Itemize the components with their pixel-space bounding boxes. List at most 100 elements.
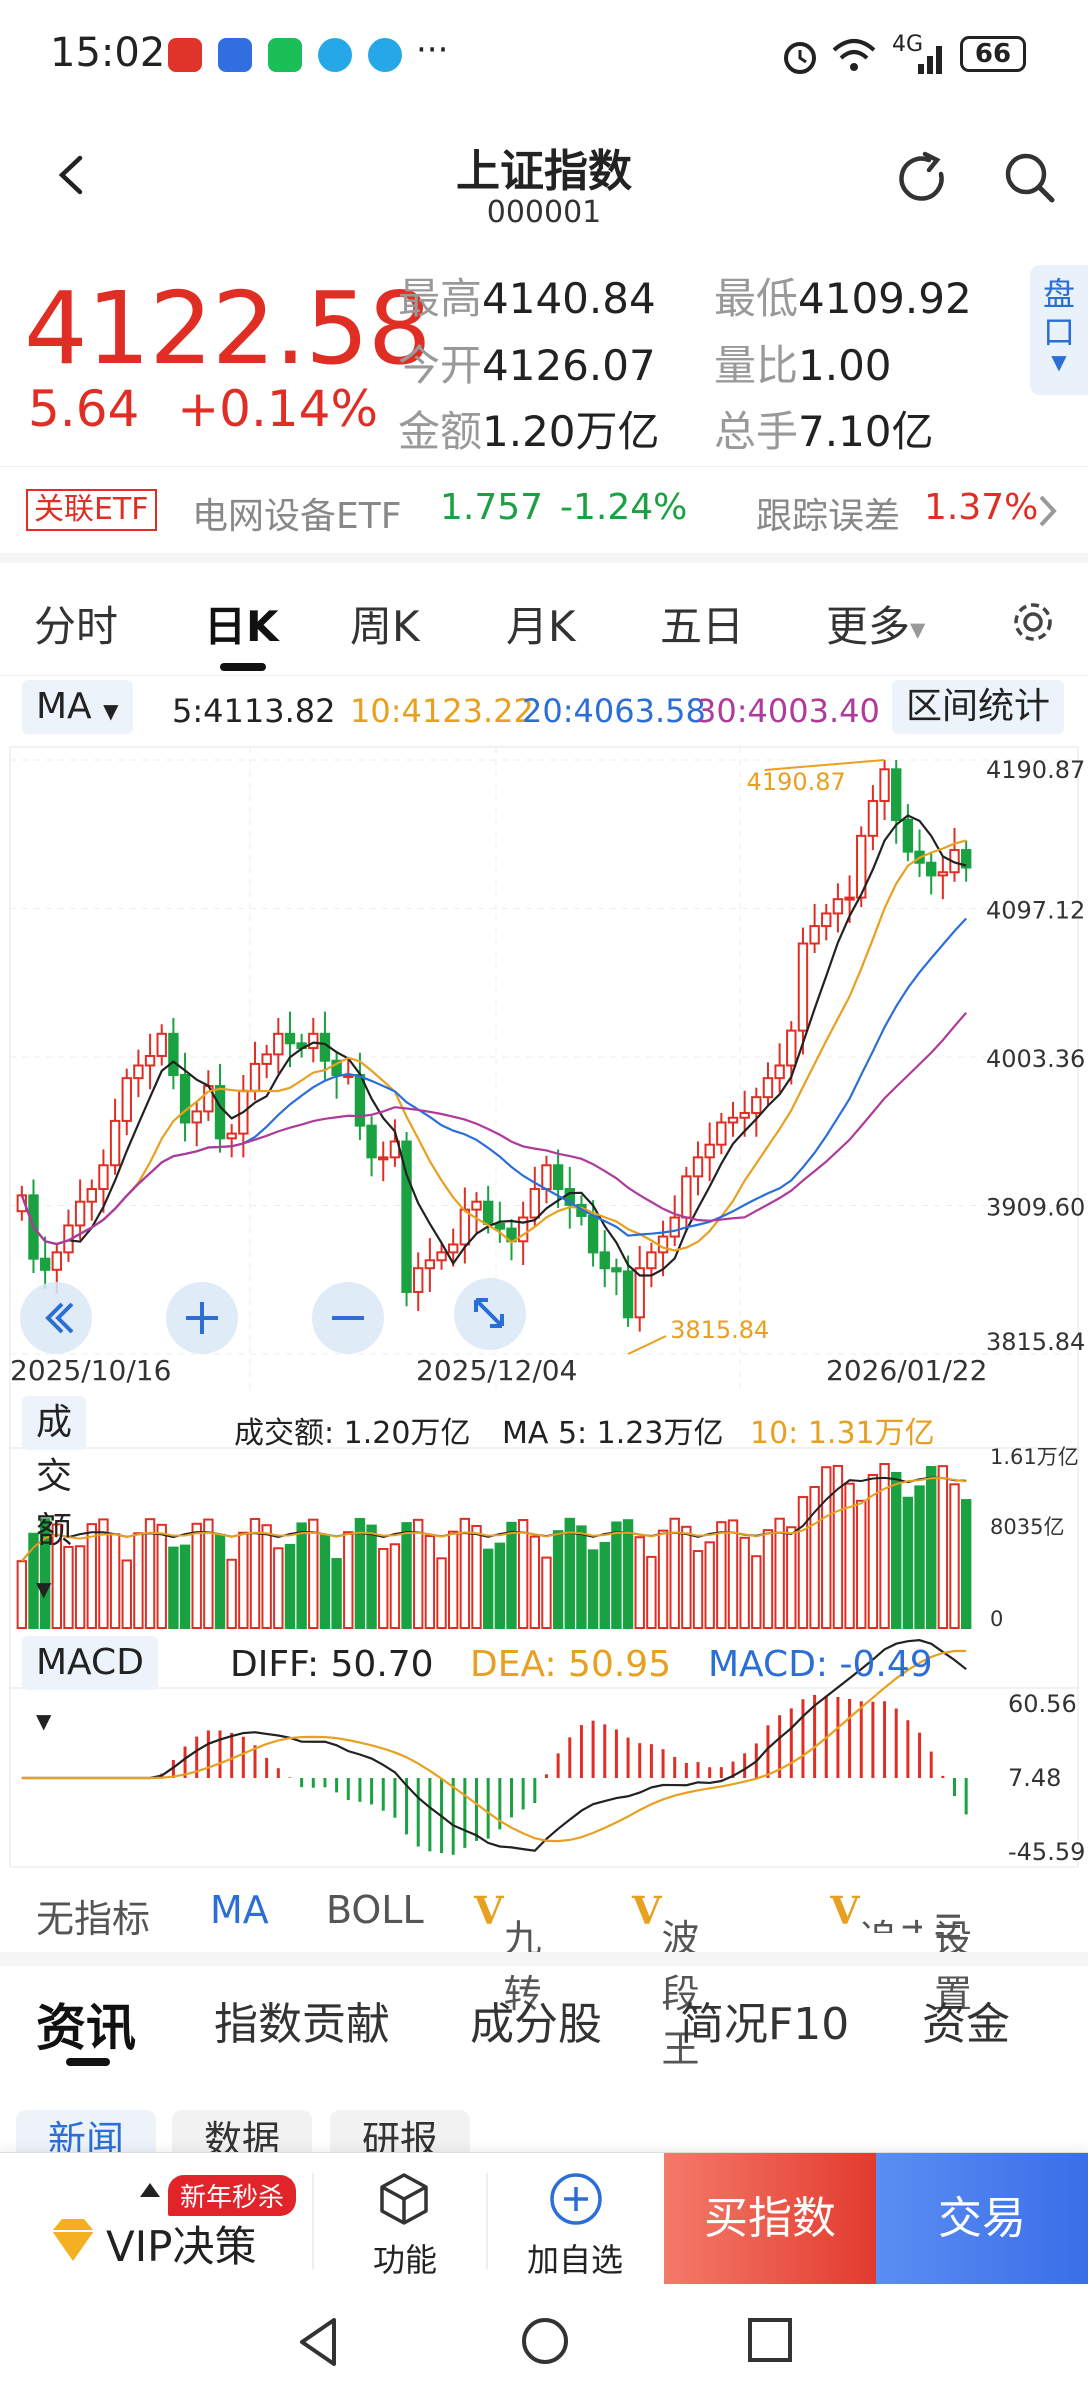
volume-bar: [366, 1524, 377, 1629]
related-etf-bar[interactable]: 关联ETF 电网设备ETF 1.757 -1.24% 跟踪误差 1.37%: [0, 466, 1088, 554]
candle-body: [809, 925, 820, 945]
indicator-zhuiji[interactable]: V追击: [830, 1888, 922, 1933]
tab-more[interactable]: 更多▼: [826, 593, 925, 654]
candle-body: [704, 1143, 715, 1159]
function-label: 功能: [372, 2241, 437, 2279]
diamond-icon: [52, 2219, 94, 2261]
volume-bar: [506, 1521, 517, 1629]
candle-body: [879, 768, 890, 802]
tab-weekly-k[interactable]: 周K: [350, 602, 420, 651]
zoom-out-icon[interactable]: [310, 1280, 386, 1356]
y-axis-label: 4190.87: [986, 756, 1085, 784]
macd-dea: DEA: 50.95: [470, 1644, 672, 1685]
alarm-icon: [784, 42, 816, 74]
volume-bar: [273, 1547, 284, 1630]
volume-bar: [156, 1523, 167, 1629]
candle-body: [121, 1077, 132, 1122]
search-icon[interactable]: [1000, 148, 1060, 208]
indicator-jiuzhuan[interactable]: V 九转: [474, 1888, 542, 2016]
candle-body: [331, 1059, 342, 1076]
app-icon-4: [318, 38, 352, 72]
ma5-line: [20, 814, 967, 1277]
candle-body: [622, 1270, 634, 1319]
candle-body: [74, 1200, 86, 1227]
macd-selector[interactable]: MACD ▼: [22, 1636, 158, 1733]
candle-body: [739, 1111, 750, 1119]
nav-home-icon[interactable]: [518, 2314, 572, 2368]
indicator-none[interactable]: 无指标: [36, 1897, 151, 1941]
candle-body: [191, 1110, 202, 1124]
function-button[interactable]: 功能: [330, 2153, 480, 2285]
candle-body: [844, 896, 855, 901]
ma30-line: [20, 1011, 968, 1246]
y-axis-label: 4097.12: [986, 897, 1085, 925]
candle-body: [669, 1216, 680, 1238]
more-notifications-icon: ···: [416, 30, 449, 70]
sliders-icon: ☰: [934, 1908, 963, 1946]
chevron-right-icon: [1039, 495, 1057, 527]
candle-body: [98, 1164, 109, 1191]
tab-f10[interactable]: 简况F10: [680, 1999, 850, 2050]
candle-body: [494, 1222, 506, 1230]
volume-value: 成交额: 1.20万亿: [234, 1416, 471, 1451]
volume-bar: [133, 1532, 144, 1629]
volume-bar: [74, 1545, 86, 1630]
back-icon[interactable]: [48, 150, 98, 200]
buy-index-button[interactable]: 买指数: [664, 2153, 876, 2285]
period-tabs: 分时 日K 周K 月K 五日 更多▼: [0, 565, 1088, 676]
stat-hands: 总手7.10亿: [714, 398, 934, 459]
volume-selector[interactable]: 成交额 ▼: [22, 1396, 87, 1601]
wifi-icon: [832, 39, 876, 71]
tab-intraday[interactable]: 分时: [34, 602, 119, 651]
nav-back-icon[interactable]: [294, 2314, 344, 2370]
indicator-boll[interactable]: BOLL: [326, 1888, 424, 1932]
add-circle-icon: [550, 2173, 602, 2225]
nav-recents-icon[interactable]: [744, 2314, 796, 2366]
bottom-action-bar: 新年秒杀 VIP决策 功能 加自选 买指数 交易: [0, 2152, 1088, 2285]
scroll-left-icon[interactable]: [18, 1280, 94, 1356]
volume-bar: [821, 1466, 832, 1629]
refresh-icon[interactable]: [895, 150, 955, 210]
volume-bar: [494, 1542, 506, 1629]
tracking-error-value: 1.37%: [924, 487, 1039, 528]
stat-label: 金额: [398, 407, 483, 456]
tab-daily-k[interactable]: 日K: [204, 602, 279, 651]
vip-decision-button[interactable]: 新年秒杀 VIP决策: [0, 2153, 310, 2285]
kline-chart[interactable]: 4190.87 4097.12 4003.36 3909.60 3815.84 2025/…: [0, 742, 1088, 1868]
add-watchlist-button[interactable]: 加自选: [500, 2153, 650, 2285]
tab-more-label: 更多: [826, 602, 911, 651]
volume-bar: [669, 1517, 680, 1630]
candle-body: [517, 1216, 529, 1243]
settings-icon[interactable]: [1010, 599, 1056, 645]
fullscreen-icon[interactable]: [452, 1276, 528, 1352]
divider: [0, 1952, 1088, 1966]
indicator-ma[interactable]: MA: [210, 1888, 269, 1932]
tab-funds[interactable]: 资金: [922, 1999, 1010, 2050]
tab-constituents[interactable]: 成分股: [470, 1999, 602, 2050]
indicator-boduanwang[interactable]: V 波段王: [632, 1888, 700, 2071]
trade-button[interactable]: 交易: [876, 2153, 1088, 2285]
zoom-in-icon[interactable]: [164, 1280, 240, 1356]
range-stats-button[interactable]: 区间统计: [892, 680, 1065, 734]
volume-bar: [587, 1549, 599, 1629]
candle-body: [109, 1119, 121, 1167]
tab-monthly-k[interactable]: 月K: [506, 602, 576, 651]
tab-index-contribution[interactable]: 指数贡献: [214, 1999, 390, 2050]
volume-bar: [28, 1532, 39, 1630]
system-nav-bar: [0, 2284, 1088, 2400]
candle-body: [401, 1140, 412, 1293]
volume-bar: [832, 1464, 844, 1629]
app-icon-2: [218, 38, 252, 72]
volume-bar: [413, 1518, 424, 1629]
info-tabs: 资讯 指数贡献 成分股 简况F10 资金: [0, 1966, 1088, 2086]
ma-selector[interactable]: MA ▼: [22, 680, 133, 734]
candle-body: [308, 1032, 319, 1050]
volume-bar: [552, 1530, 564, 1629]
ma-legend: MA ▼ 5:4113.82 10:4123.22 20:4063.58 30:…: [0, 680, 1088, 740]
tab-news-info[interactable]: 资讯: [36, 1999, 136, 2057]
pankou-button[interactable]: 盘口 ▼: [1030, 265, 1088, 395]
stat-value: 7.10亿: [798, 407, 934, 456]
tab-five-day[interactable]: 五日: [660, 602, 745, 651]
page-title: 上证指数: [456, 146, 632, 197]
price-change: 5.64 +0.14%: [28, 380, 378, 438]
